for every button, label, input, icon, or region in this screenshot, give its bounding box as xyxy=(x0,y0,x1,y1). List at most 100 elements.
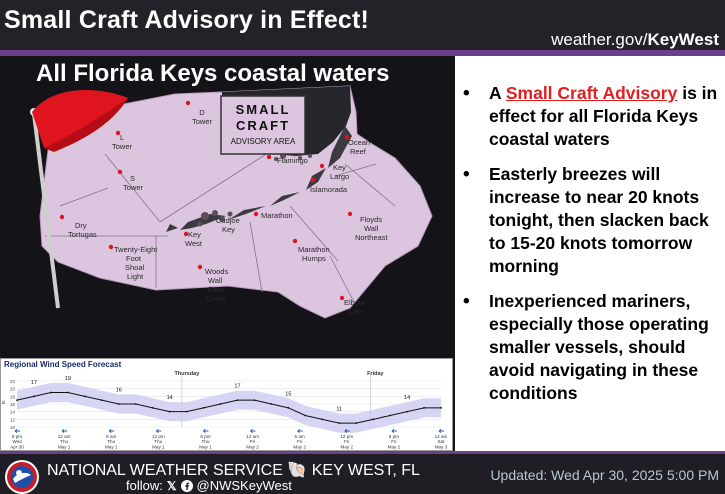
forecast-point xyxy=(236,399,239,402)
time-tick-label: 6 am xyxy=(295,434,305,439)
time-tick-label: 12 pm xyxy=(152,434,165,439)
peak-label: 15 xyxy=(285,391,291,397)
time-tick-label: 6 pm xyxy=(12,434,22,439)
social-handle[interactable]: @NWSKeyWest xyxy=(196,478,292,493)
bullet-text: A Small Craft Advisory is in effect for … xyxy=(489,83,718,149)
time-tick-label: 12 am xyxy=(246,434,259,439)
peak-label: 17 xyxy=(234,384,240,390)
time-tick-label: Thu xyxy=(201,439,209,444)
bullet-marker: • xyxy=(463,83,470,104)
wind-direction-arrow xyxy=(344,429,350,433)
y-tick-label: 18 xyxy=(10,394,16,399)
forecast-point xyxy=(66,391,69,394)
label-key-largo: Key Largo xyxy=(330,163,349,181)
forecast-point xyxy=(117,403,120,405)
label-s-tower: S Tower xyxy=(123,174,144,192)
label-marathon: Marathon xyxy=(261,211,293,220)
label-cudjoe-key: Cudjoe Key xyxy=(216,216,240,234)
zone-boundaries xyxy=(45,125,396,305)
advisory-area xyxy=(39,85,433,319)
label-l-tower: L Tower xyxy=(112,133,133,151)
facebook-logo-icon[interactable] xyxy=(180,479,193,492)
x-logo-icon[interactable]: 𝕏 xyxy=(166,478,177,493)
forecast-point xyxy=(406,410,408,413)
label-dry-tortugas: Dry Tortugas xyxy=(68,221,97,239)
wind-direction-arrow xyxy=(391,429,397,433)
time-tick-label: May 1 xyxy=(105,444,118,449)
website-link[interactable]: weather.gov/KeyWest xyxy=(551,30,719,50)
wind-direction-arrow xyxy=(61,429,68,433)
forecast-point xyxy=(185,410,188,413)
follow-label: follow: xyxy=(126,478,163,493)
label-islamorada: Islamorada xyxy=(310,185,348,194)
forecast-title: Regional Wind Speed Forecast xyxy=(4,360,122,369)
y-tick-label: 22 xyxy=(10,379,16,384)
time-tick-label: Thu xyxy=(60,439,68,444)
wind-direction-arrow xyxy=(250,429,256,433)
wind-direction-arrow xyxy=(156,429,162,433)
bullet-mariners: • Inexperienced mariners, especially tho… xyxy=(463,290,721,405)
time-tick-label: May 1 xyxy=(58,444,71,449)
forecast-point xyxy=(83,395,86,398)
wind-direction-arrow xyxy=(14,429,20,433)
map-title: All Florida Keys coastal waters xyxy=(36,60,390,87)
url-prefix: weather.gov/ xyxy=(551,30,648,49)
wind-direction-arrow xyxy=(438,429,444,433)
day-label: Friday xyxy=(367,371,384,377)
label-ocean-reef: Ocean Reef xyxy=(348,138,370,156)
nws-logo-icon xyxy=(5,460,39,494)
forecast-point xyxy=(33,395,35,398)
time-tick-label: Fri xyxy=(297,439,302,444)
wind-direction-arrow xyxy=(297,429,303,433)
y-tick-label: 10 xyxy=(10,425,16,430)
bullet-marker: • xyxy=(463,291,470,312)
small-craft-advisory-link[interactable]: Small Craft Advisory xyxy=(505,83,678,103)
peak-label: 11 xyxy=(336,407,342,413)
forecast-point xyxy=(304,414,307,417)
y-tick-label: 12 xyxy=(10,417,16,422)
y-tick-label: 16 xyxy=(10,402,16,407)
y-tick-label: 20 xyxy=(10,387,16,392)
bullet-text: Easterly breezes will increase to near 2… xyxy=(489,164,709,276)
forecast-point xyxy=(253,399,256,402)
wind-direction-arrow xyxy=(108,429,115,433)
forecast-point xyxy=(50,391,52,394)
forecast-point xyxy=(440,406,442,409)
peak-label: 19 xyxy=(65,376,71,382)
time-tick-label: 6 am xyxy=(106,434,116,439)
label-floyds-wall: Floyds Wall Northeast xyxy=(355,215,388,242)
forecast-point xyxy=(100,399,103,402)
advisory-map: SMALL CRAFT ADVISORY AREA D Tower L Tower … xyxy=(30,85,433,319)
header: Small Craft Advisory in Effect! weather.… xyxy=(0,0,725,50)
time-tick-label: 12 pm xyxy=(340,434,353,439)
label-twenty-eight-foot: Twenty-Eight Foot Shoal Light xyxy=(114,245,158,281)
label-elbow-cay: Elbow Cay xyxy=(344,298,365,316)
forecast-point xyxy=(202,406,205,409)
time-tick-label: Fri xyxy=(250,439,255,444)
legend-line-2: CRAFT xyxy=(236,118,290,133)
red-pennant-flag-icon xyxy=(30,89,128,309)
location-markers xyxy=(59,100,353,301)
day-label: Thursday xyxy=(175,371,201,377)
forecast-point xyxy=(389,414,392,417)
label-marathon-humps: Marathon Humps xyxy=(298,245,330,263)
peak-label: 14 xyxy=(404,395,410,401)
url-office: KeyWest xyxy=(647,30,720,49)
forecast-point xyxy=(423,406,425,409)
forecast-point xyxy=(287,406,290,409)
bullet-list: • A Small Craft Advisory is in effect fo… xyxy=(463,82,721,417)
peak-label: 14 xyxy=(167,395,173,401)
forecast-point xyxy=(219,403,222,405)
forecast-point xyxy=(372,418,375,421)
time-tick-label: Fri xyxy=(391,439,396,444)
bullet-advisory: • A Small Craft Advisory is in effect fo… xyxy=(463,82,721,151)
forecast-plot: 22 20 18 16 14 12 10 kt Thursday Friday 17 19 16 14 17… xyxy=(1,371,448,449)
legend-line-1: SMALL xyxy=(236,102,291,117)
time-tick-label: May 2 xyxy=(341,444,354,449)
time-tick-label: 6 pm xyxy=(200,434,210,439)
time-tick-label: May 2 xyxy=(246,444,259,449)
conch-shell-icon: 🐚 xyxy=(287,462,308,479)
forecast-point xyxy=(338,422,341,425)
bullet-text: Inexperienced mariners, especially those… xyxy=(489,291,709,403)
wind-forecast-chart: Regional Wind Speed Forecast 22 20 18 16 14 1… xyxy=(0,358,453,451)
